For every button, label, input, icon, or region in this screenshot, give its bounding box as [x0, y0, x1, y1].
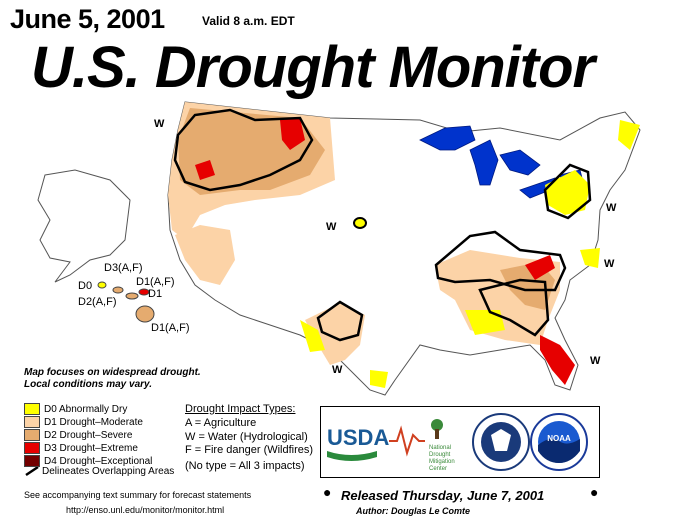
- map-label-w-midatlantic: W: [604, 258, 615, 270]
- ndmc-line1: National: [429, 445, 451, 451]
- map-note-line2: Local conditions may vary.: [24, 379, 153, 390]
- summary-note: See accompanying text summary for foreca…: [24, 490, 252, 500]
- impact-agriculture: A = Agriculture: [185, 417, 257, 429]
- hawaii-label-d3: D3(A,F): [104, 262, 143, 274]
- bullet-icon: ●: [323, 484, 332, 500]
- legend-swatch: [24, 416, 40, 428]
- valid-time: Valid 8 a.m. EDT: [202, 14, 295, 28]
- hawaii-label-d1af-b: D1(A,F): [151, 322, 190, 334]
- legend-item-d2: D2 Drought–Severe: [24, 429, 132, 441]
- northeast-d0: [545, 120, 640, 268]
- hawaii-islands: [97, 281, 155, 323]
- logo-graphics: USDA National Drought Mitigation Center …: [327, 413, 588, 472]
- impact-none: (No type = All 3 impacts): [185, 460, 305, 472]
- usda-text: USDA: [327, 425, 389, 450]
- northwest-boundary: [173, 108, 314, 192]
- map-note-line1: Map focuses on widespread drought.: [24, 367, 201, 378]
- hawaii-label-d2af: D2(A,F): [78, 296, 117, 308]
- northeast-boundary: [543, 163, 592, 220]
- texas-d1: [305, 303, 365, 365]
- ndmc-line2: Drought: [429, 452, 451, 458]
- southeast-boundary: [434, 230, 567, 292]
- great-lakes: [419, 125, 583, 199]
- hawaii-label-d1: D1: [148, 288, 163, 300]
- alaska-outline: [37, 169, 131, 283]
- legend-label: Delineates Overlapping Areas: [42, 465, 175, 477]
- legend-item-d3: D3 Drought–Extreme: [24, 442, 138, 454]
- legend-item-boundary: Delineates Overlapping Areas: [24, 465, 174, 477]
- southeast-boundary-2: [478, 278, 550, 337]
- map-date: June 5, 2001: [10, 4, 165, 34]
- legend-swatch: [24, 455, 40, 467]
- agency-logos: USDA National Drought Mitigation Center …: [320, 406, 600, 478]
- texas-d0: [300, 320, 388, 388]
- southeast-d3: [525, 255, 575, 385]
- noaa-text: NOAA: [547, 434, 571, 443]
- legend-label: D3 Drought–Extreme: [44, 442, 138, 454]
- impact-types-title: Drought Impact Types:: [185, 403, 296, 415]
- ndmc-line3: Mitigation: [429, 459, 455, 465]
- legend-label: D4 Drought–Exceptional: [44, 455, 153, 467]
- texas-boundary: [316, 300, 364, 342]
- legend-item-d4: D4 Drought–Exceptional: [24, 455, 152, 467]
- hawaii-label-d1af-a: D1(A,F): [136, 276, 175, 288]
- commerce-seal-icon: [472, 413, 530, 471]
- legend-item-d0: D0 Abnormally Dry: [24, 403, 127, 415]
- map-label-w-florida: W: [590, 355, 601, 367]
- legend-swatch: [24, 429, 40, 441]
- hawaii-label-d0: D0: [78, 280, 93, 292]
- map-label-w-northwest: W: [154, 118, 165, 130]
- map-label-w-texas: W: [332, 364, 343, 376]
- page-title: U.S. Drought Monitor: [31, 35, 595, 100]
- ndmc-logo: National Drought Mitigation Center: [389, 419, 455, 472]
- northwest-d1-south: [175, 225, 235, 285]
- usda-logo: USDA: [327, 425, 389, 461]
- noaa-logo: NOAA: [530, 413, 588, 471]
- legend-label: D2 Drought–Severe: [44, 429, 133, 441]
- northwest-d3: [195, 118, 305, 180]
- release-date: Released Thursday, June 7, 2001: [341, 488, 545, 503]
- legend-swatch: [24, 442, 40, 454]
- map-label-w-northeast: W: [606, 202, 617, 214]
- boundary-line-icon: [24, 466, 38, 476]
- southeast-yellow: [465, 310, 505, 335]
- author: Author: Douglas Le Comte: [356, 506, 470, 516]
- ndmc-line4: Center: [429, 466, 447, 472]
- legend-label: D0 Abnormally Dry: [44, 403, 128, 415]
- legend-swatch: [24, 403, 40, 415]
- central-spot: [353, 217, 367, 229]
- legend-item-d1: D1 Drought–Moderate: [24, 416, 143, 428]
- impact-water: W = Water (Hydrological): [185, 431, 308, 443]
- map-label-w-central: W: [326, 221, 337, 233]
- impact-fire: F = Fire danger (Wildfires): [185, 444, 314, 456]
- legend-label: D1 Drought–Moderate: [44, 416, 143, 428]
- bullet-icon: ●: [590, 484, 599, 500]
- monitor-url-link[interactable]: http://enso.unl.edu/monitor/monitor.html: [66, 505, 225, 515]
- legend-boundary-line: [25, 465, 39, 477]
